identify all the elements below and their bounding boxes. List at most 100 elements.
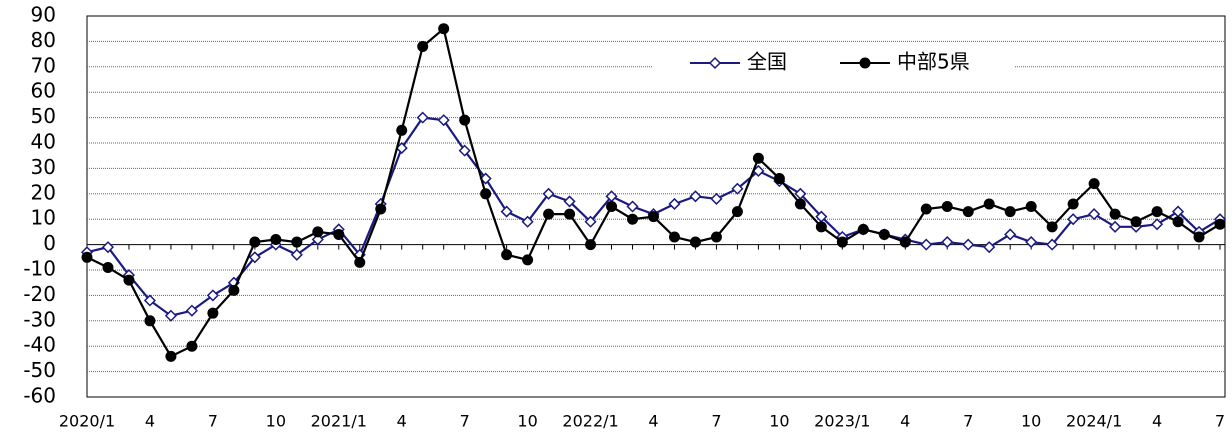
data-point xyxy=(123,274,135,286)
data-point xyxy=(311,233,324,246)
data-point xyxy=(1004,228,1017,241)
y-tick-label: -60 xyxy=(23,384,56,408)
data-point xyxy=(627,213,639,225)
legend-marker xyxy=(859,57,871,69)
y-tick-label: 0 xyxy=(43,231,56,255)
data-point xyxy=(375,203,387,215)
plot-frame xyxy=(86,15,1226,398)
x-tick-label: 7 xyxy=(460,412,470,431)
data-point xyxy=(1172,216,1184,228)
x-tick-label: 2021/1 xyxy=(311,412,367,431)
data-point xyxy=(1109,208,1121,220)
x-tick-label: 10 xyxy=(1021,412,1041,431)
data-point xyxy=(417,40,429,52)
data-point xyxy=(710,231,722,243)
data-point xyxy=(1067,213,1080,226)
data-point xyxy=(542,187,555,200)
data-point xyxy=(962,238,975,251)
data-point xyxy=(983,241,996,254)
data-point xyxy=(1046,238,1059,251)
y-tick-label: 10 xyxy=(31,206,56,230)
data-point xyxy=(1109,220,1122,233)
y-tick-label: 60 xyxy=(31,79,56,103)
data-point xyxy=(815,221,827,233)
data-point xyxy=(710,192,723,205)
data-point xyxy=(1004,206,1016,218)
data-point xyxy=(1067,198,1079,210)
data-point xyxy=(206,289,219,302)
data-point xyxy=(1025,235,1038,249)
legend-label: 全国 xyxy=(747,50,787,74)
data-point xyxy=(899,236,911,248)
data-point xyxy=(143,294,157,307)
data-point xyxy=(290,248,303,261)
data-point xyxy=(165,350,177,362)
data-point xyxy=(962,206,974,218)
y-tick-label: -10 xyxy=(23,257,56,281)
x-tick-label: 4 xyxy=(145,412,155,431)
data-point xyxy=(312,226,324,238)
data-point xyxy=(521,215,534,228)
data-point xyxy=(584,215,597,228)
x-tick-label: 2022/1 xyxy=(562,412,618,431)
data-point xyxy=(606,201,618,212)
x-tick-label: 10 xyxy=(517,412,537,431)
x-tick-label: 4 xyxy=(397,412,407,431)
data-point xyxy=(1150,218,1164,231)
data-point xyxy=(164,309,177,322)
data-point xyxy=(81,251,93,263)
x-tick-label: 2024/1 xyxy=(1066,412,1122,431)
y-tick-label: 30 xyxy=(31,155,56,179)
y-tick-label: -40 xyxy=(23,333,56,357)
data-point xyxy=(1046,221,1058,233)
data-point xyxy=(479,172,492,185)
x-tick-label: 4 xyxy=(900,412,910,431)
data-point xyxy=(1130,216,1142,228)
data-point xyxy=(563,195,576,208)
data-point xyxy=(1193,231,1205,243)
data-point xyxy=(354,256,366,268)
y-tick-label: -50 xyxy=(23,358,56,382)
data-point xyxy=(752,152,764,164)
x-tick-label: 2020/1 xyxy=(59,412,115,431)
data-point xyxy=(438,23,450,35)
x-tick-label: 10 xyxy=(266,412,286,431)
x-tick-label: 4 xyxy=(648,412,658,431)
data-point xyxy=(983,198,995,210)
x-tick-label: 7 xyxy=(711,412,721,431)
data-point xyxy=(543,208,555,220)
data-point xyxy=(500,205,513,218)
data-point xyxy=(626,200,639,213)
data-point xyxy=(689,236,701,248)
data-point xyxy=(878,228,890,240)
y-tick-label: -20 xyxy=(23,282,56,306)
data-point xyxy=(333,228,345,240)
data-point xyxy=(731,206,743,218)
data-point xyxy=(689,190,702,203)
x-tick-label: 4 xyxy=(1152,412,1162,431)
x-tick-label: 7 xyxy=(963,412,973,431)
y-tick-label: 20 xyxy=(31,180,56,204)
data-point xyxy=(522,254,534,266)
y-tick-label: 90 xyxy=(31,3,56,27)
y-tick-label: 50 xyxy=(31,104,56,128)
data-point xyxy=(501,249,513,261)
data-point xyxy=(207,307,219,319)
legend-label: 中部5県 xyxy=(897,50,970,74)
data-point xyxy=(228,284,240,296)
y-tick-label: 70 xyxy=(31,53,56,77)
data-point xyxy=(458,144,471,157)
x-tick-label: 10 xyxy=(769,412,789,431)
data-point xyxy=(396,124,408,136)
data-point xyxy=(648,211,659,223)
data-point xyxy=(101,241,115,254)
data-point xyxy=(1025,201,1037,212)
data-point xyxy=(773,173,785,185)
data-point xyxy=(794,198,806,210)
x-tick-label: 7 xyxy=(208,412,218,431)
data-point xyxy=(459,114,471,126)
data-point xyxy=(585,239,597,251)
data-point xyxy=(185,304,198,317)
y-tick-label: -30 xyxy=(23,307,56,331)
